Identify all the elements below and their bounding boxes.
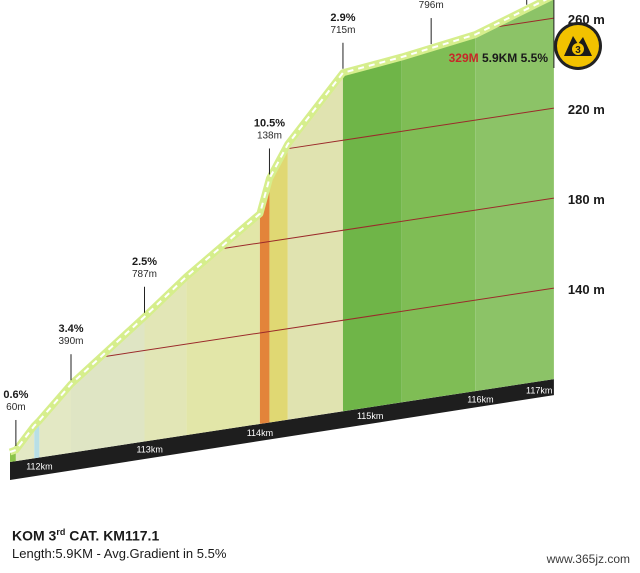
y-tick-label: 180 m <box>568 192 605 207</box>
elevation-gridline <box>285 107 554 150</box>
x-tick-label: 115km <box>357 411 383 421</box>
distance-label: 796m <box>419 0 444 11</box>
profile-segment <box>34 420 40 459</box>
summit-height: 329M <box>449 51 482 65</box>
gradient-label: 3.4% <box>58 323 83 335</box>
climb-title-superscript: rd <box>56 527 66 537</box>
profile-dash-line <box>9 0 548 453</box>
profile-segment <box>342 57 402 412</box>
summit-marker: 3 329M 5.9KM 5.5% <box>449 0 602 70</box>
profile-top-layer <box>8 0 553 456</box>
profile-segment <box>144 276 187 442</box>
gradient-label: 10.5% <box>254 117 285 129</box>
gradient-label: 2.5% <box>132 256 157 268</box>
profile-segment <box>71 316 145 453</box>
x-tick-label: 117km <box>526 385 552 395</box>
profile-segment <box>287 72 343 420</box>
profile-segment <box>475 0 554 392</box>
gradient-label: 0.6% <box>3 389 28 401</box>
profile-segment <box>186 213 260 436</box>
profile-segment <box>39 384 72 458</box>
elevation-profile-chart: 0.6%60m 3.4%390m 2.5%787m 10.5%138m 2.9%715m… <box>3 0 605 480</box>
summit-gradient: 5.5% <box>521 51 549 65</box>
profile-segment <box>259 178 270 424</box>
summit-length: 5.9KM <box>482 51 521 65</box>
category-number-bg <box>572 43 584 55</box>
climb-title: KOM 3rd CAT. KM117.1 <box>12 527 159 544</box>
profile-fill-layer <box>10 0 554 480</box>
elevation-gridline <box>100 287 554 358</box>
profile-segment <box>401 34 476 403</box>
distance-label: 390m <box>58 336 83 347</box>
y-tick-label: 220 m <box>568 102 605 117</box>
x-tick-label: 116km <box>467 394 493 404</box>
distance-label: 715m <box>330 25 355 36</box>
road-base <box>10 379 554 480</box>
watermark-text: www.365jz.com <box>546 552 630 566</box>
distance-label: 60m <box>6 402 25 413</box>
x-tick-label: 114km <box>247 428 273 438</box>
x-tick-label: 112km <box>26 462 52 472</box>
category-number: 3 <box>575 45 581 56</box>
x-tick-label: 113km <box>136 445 162 455</box>
y-tick-label: 140 m <box>568 282 605 297</box>
elevation-gridline <box>218 197 554 250</box>
climb-subtitle: Length:5.9KM - Avg.Gradient in 5.5% <box>12 546 227 561</box>
gradient-label-layer: 0.6%60m 3.4%390m 2.5%787m 10.5%138m 2.9%715m… <box>3 0 528 446</box>
summit-summary: 329M 5.9KM 5.5% <box>449 51 549 65</box>
distance-label: 138m <box>257 130 282 141</box>
distance-label: 787m <box>132 269 157 280</box>
climb-title-suffix: CAT. KM117.1 <box>65 527 160 544</box>
gradient-label: 2.9% <box>330 12 355 24</box>
profile-segment <box>269 144 288 423</box>
climb-title-prefix: KOM 3 <box>12 527 57 544</box>
